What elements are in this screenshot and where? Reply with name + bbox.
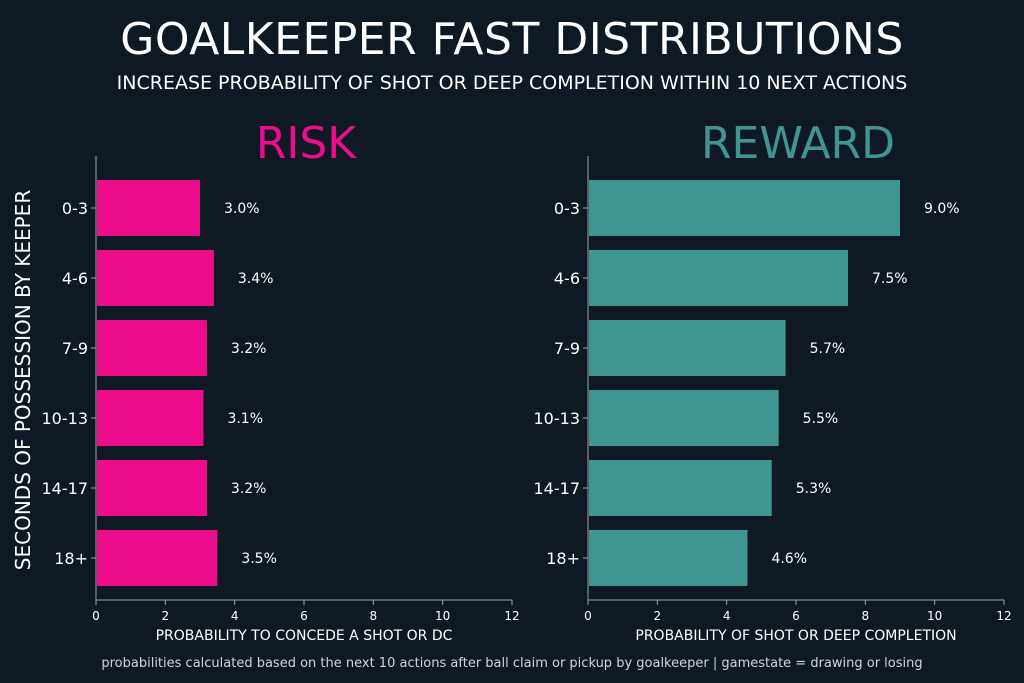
reward-x-tick-label: 10 <box>927 609 942 623</box>
y-axis-label: SECONDS OF POSSESSION BY KEEPER <box>11 190 35 571</box>
risk-category-label: 14-17 <box>42 479 89 498</box>
risk-category-label: 0-3 <box>62 199 88 218</box>
reward-bar <box>589 460 772 516</box>
risk-value-label: 3.4% <box>238 271 274 287</box>
risk-bar <box>97 460 207 516</box>
reward-category-label: 0-3 <box>554 199 580 218</box>
reward-x-tick-label: 8 <box>862 609 870 623</box>
risk-x-tick-label: 12 <box>504 609 519 623</box>
reward-bar <box>589 250 848 306</box>
risk-bar <box>97 180 200 236</box>
reward-x-tick-label: 4 <box>723 609 731 623</box>
risk-bar <box>97 250 214 306</box>
risk-category-label: 18+ <box>54 549 88 568</box>
reward-bar <box>589 320 786 376</box>
reward-value-label: 4.6% <box>771 551 807 567</box>
risk-value-label: 3.2% <box>231 481 267 497</box>
reward-value-label: 5.5% <box>803 411 839 427</box>
risk-x-tick-label: 10 <box>435 609 450 623</box>
risk-x-axis-label: PROBABILITY TO CONCEDE A SHOT OR DC <box>156 628 453 644</box>
reward-bar <box>589 180 900 236</box>
reward-category-label: 4-6 <box>554 269 580 288</box>
risk-x-tick-label: 2 <box>162 609 170 623</box>
risk-x-tick-label: 6 <box>300 609 308 623</box>
risk-x-tick-label: 0 <box>92 609 100 623</box>
reward-x-tick-label: 2 <box>654 609 662 623</box>
reward-panel-title: REWARD <box>701 118 895 169</box>
risk-value-label: 3.1% <box>227 411 263 427</box>
reward-value-label: 5.7% <box>810 341 846 357</box>
risk-bar <box>97 320 207 376</box>
reward-category-label: 18+ <box>546 549 580 568</box>
reward-x-tick-label: 6 <box>792 609 800 623</box>
reward-value-label: 9.0% <box>924 201 960 217</box>
reward-x-tick-label: 12 <box>996 609 1011 623</box>
reward-x-axis-label: PROBABILITY OF SHOT OR DEEP COMPLETION <box>635 628 956 644</box>
risk-category-label: 7-9 <box>62 339 88 358</box>
risk-value-label: 3.5% <box>241 551 277 567</box>
risk-bar <box>97 390 204 446</box>
reward-category-label: 10-13 <box>534 409 581 428</box>
risk-x-tick-label: 8 <box>370 609 378 623</box>
risk-category-label: 10-13 <box>42 409 89 428</box>
reward-category-label: 14-17 <box>534 479 581 498</box>
reward-value-label: 7.5% <box>872 271 908 287</box>
risk-category-label: 4-6 <box>62 269 88 288</box>
reward-x-tick-label: 0 <box>584 609 592 623</box>
footnote: probabilities calculated based on the ne… <box>101 656 923 671</box>
page-subtitle: INCREASE PROBABILITY OF SHOT OR DEEP COM… <box>116 72 908 94</box>
reward-value-label: 5.3% <box>796 481 832 497</box>
reward-category-label: 7-9 <box>554 339 580 358</box>
risk-panel-title: RISK <box>256 118 357 169</box>
risk-value-label: 3.2% <box>231 341 267 357</box>
risk-x-tick-label: 4 <box>231 609 239 623</box>
risk-bar <box>97 530 218 586</box>
reward-bar <box>589 390 779 446</box>
page-title: GOALKEEPER FAST DISTRIBUTIONS <box>120 14 904 65</box>
reward-panel: 0 2 4 6 8 10 12 0-3 9.0% 4-6 7.5% 7-9 5.7% 10-13 5.5% 1… <box>534 156 1012 623</box>
risk-value-label: 3.0% <box>224 201 260 217</box>
risk-panel: 0 2 4 6 8 10 12 0-3 3.0% 4-6 3.4% 7-9 3.2% 10-13 3.1% 1… <box>42 156 520 623</box>
reward-bar <box>589 530 748 586</box>
